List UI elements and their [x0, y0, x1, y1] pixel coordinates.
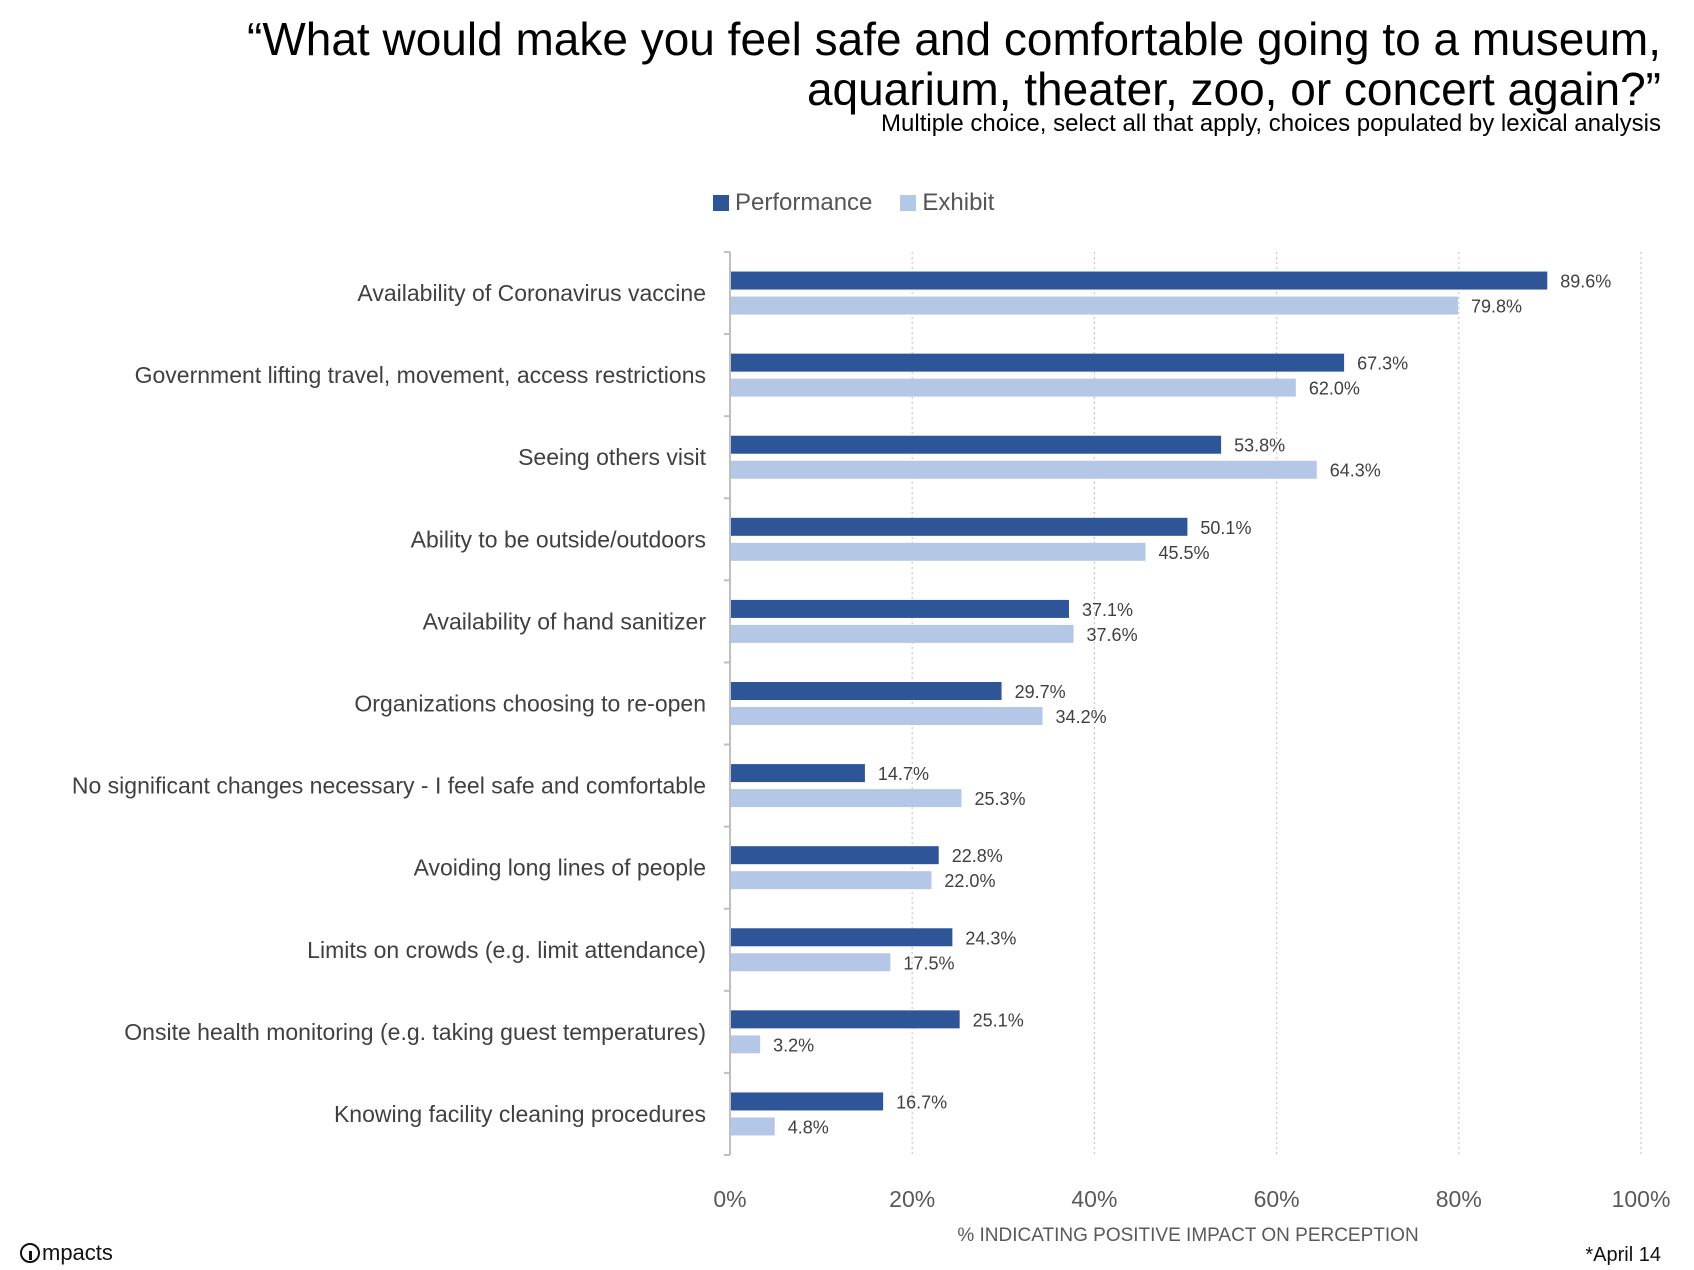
category-label: Ability to be outside/outdoors: [411, 526, 706, 552]
category-label: Avoiding long lines of people: [414, 855, 706, 881]
bar-exhibit: [731, 378, 1296, 397]
category-label: Onsite health monitoring (e.g. taking gu…: [124, 1019, 706, 1045]
legend-label-performance: Performance: [735, 189, 873, 216]
category-label: Availability of Coronavirus vaccine: [357, 280, 706, 306]
bar-performance: [731, 599, 1069, 618]
legend: Performance Exhibit: [713, 188, 1022, 218]
x-tick-label: 80%: [1436, 1186, 1482, 1212]
data-label: 14.7%: [878, 764, 929, 784]
category-label: Government lifting travel, movement, acc…: [135, 362, 706, 388]
legend-swatch-performance: [713, 195, 729, 211]
bar-performance: [731, 517, 1188, 536]
bar-exhibit: [731, 871, 932, 890]
data-label: 22.0%: [944, 871, 995, 891]
legend-label-exhibit: Exhibit: [922, 189, 995, 216]
x-tick-label: 60%: [1254, 1186, 1300, 1212]
data-label: 64.3%: [1330, 461, 1381, 481]
data-label: 25.1%: [973, 1010, 1024, 1030]
data-label: 17.5%: [903, 953, 954, 973]
data-label: 29.7%: [1015, 682, 1066, 702]
data-label: 67.3%: [1357, 354, 1408, 374]
bar-exhibit: [731, 953, 891, 972]
category-label: Limits on crowds (e.g. limit attendance): [307, 937, 706, 963]
data-label: 16.7%: [896, 1092, 947, 1112]
data-label: 4.8%: [788, 1117, 829, 1137]
data-label: 45.5%: [1159, 543, 1210, 563]
bar-exhibit: [731, 624, 1074, 643]
data-label: 22.8%: [952, 846, 1003, 866]
category-label: Knowing facility cleaning procedures: [334, 1101, 706, 1127]
bar-exhibit: [731, 542, 1146, 561]
impacts-logo: mpacts: [20, 1240, 113, 1266]
data-label: 37.1%: [1082, 600, 1133, 620]
bar-performance: [731, 1010, 960, 1029]
logo-text: mpacts: [42, 1240, 113, 1265]
bar-exhibit: [731, 707, 1043, 725]
data-label: 25.3%: [974, 789, 1025, 809]
bar-exhibit: [731, 296, 1458, 315]
legend-item-performance: Performance: [713, 189, 872, 217]
bar-performance: [731, 271, 1548, 290]
chart-title: “What would make you feel safe and comfo…: [247, 13, 1661, 115]
category-label: Seeing others visit: [518, 444, 707, 470]
data-label: 37.6%: [1087, 625, 1138, 645]
bar-performance: [731, 928, 953, 947]
legend-swatch-exhibit: [900, 195, 917, 211]
bar-performance: [731, 1092, 884, 1111]
category-label: No significant changes necessary - I fee…: [72, 773, 706, 799]
bar-exhibit: [731, 789, 962, 808]
x-tick-label: 20%: [889, 1186, 935, 1212]
bar-exhibit: [731, 1035, 761, 1054]
data-label: 3.2%: [773, 1035, 814, 1055]
chart-subtitle: Multiple choice, select all that apply, …: [881, 110, 1661, 137]
bar-performance: [731, 353, 1345, 372]
bar-performance: [731, 846, 939, 865]
category-label: Availability of hand sanitizer: [423, 608, 707, 634]
x-axis-label: % INDICATING POSITIVE IMPACT ON PERCEPTI…: [957, 1225, 1418, 1246]
data-label: 53.8%: [1234, 436, 1285, 456]
bar-performance: [731, 435, 1222, 454]
bar-exhibit: [731, 1117, 775, 1136]
bar-exhibit: [731, 460, 1317, 479]
bar-performance: [731, 764, 865, 783]
x-tick-label: 40%: [1071, 1186, 1117, 1212]
info-i-icon: [20, 1243, 40, 1263]
footnote: *April 14: [1585, 1244, 1661, 1266]
data-label: 89.6%: [1560, 272, 1611, 292]
data-label: 34.2%: [1056, 707, 1107, 727]
data-label: 62.0%: [1309, 379, 1360, 399]
bar-performance: [731, 682, 1002, 700]
x-tick-label: 0%: [713, 1186, 746, 1212]
data-label: 24.3%: [965, 928, 1016, 948]
data-label: 50.1%: [1200, 518, 1251, 538]
data-label: 79.8%: [1471, 297, 1522, 317]
legend-item-exhibit: Exhibit: [900, 189, 994, 217]
x-tick-label: 100%: [1612, 1186, 1671, 1212]
category-label: Organizations choosing to re-open: [354, 691, 706, 717]
